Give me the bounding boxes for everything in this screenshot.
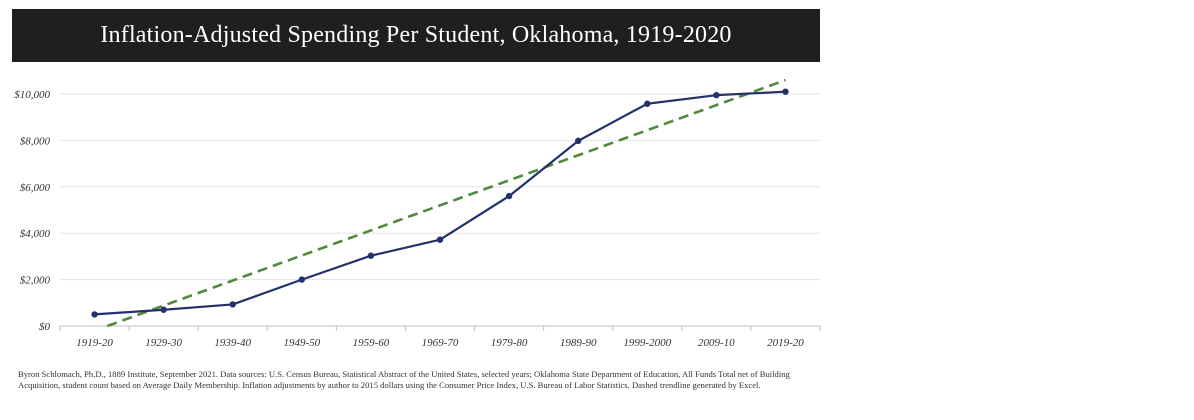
data-point xyxy=(644,100,651,107)
chart-title: Inflation-Adjusted Spending Per Student,… xyxy=(100,22,732,48)
y-tick-label: $8,000 xyxy=(20,135,51,147)
data-point xyxy=(436,236,444,243)
x-tick-label: 1919-20 xyxy=(76,337,113,349)
data-point xyxy=(91,311,98,318)
y-tick-label: $4,000 xyxy=(20,228,51,240)
data-point xyxy=(713,91,720,99)
data-point xyxy=(229,301,236,308)
y-tick-label: $6,000 xyxy=(20,182,51,194)
x-tick-label: 1939-40 xyxy=(214,337,251,349)
y-tick-label: $0 xyxy=(39,321,51,333)
data-point xyxy=(160,306,167,313)
x-tick-label: 2019-20 xyxy=(767,337,804,349)
x-tick-label: 1999-2000 xyxy=(623,337,671,349)
x-tick-label: 1969-70 xyxy=(422,337,459,349)
spending-series-line xyxy=(94,90,786,316)
data-point xyxy=(367,252,375,259)
x-tick-label: 1959-60 xyxy=(353,337,390,349)
y-tick-label: $10,000 xyxy=(14,89,50,101)
chart-title-bar: Inflation-Adjusted Spending Per Student,… xyxy=(12,9,820,62)
data-point xyxy=(298,276,306,283)
x-tick-label: 1949-50 xyxy=(283,337,320,349)
data-point xyxy=(505,192,513,200)
y-tick-label: $2,000 xyxy=(20,275,51,287)
data-point xyxy=(574,137,582,145)
x-tick-label: 1989-90 xyxy=(560,337,597,349)
trendline-series xyxy=(106,78,786,328)
source-note: Byron Schlomach, Ph.D., 1889 Institute, … xyxy=(18,369,790,390)
data-point xyxy=(782,88,789,95)
x-tick-label: 1979-80 xyxy=(491,337,528,349)
x-tick-label: 2009-10 xyxy=(698,337,735,349)
line-chart: $0 $2,000 $4,000 $6,000 $8,000 $10,000 1919-20… xyxy=(14,78,821,349)
x-tick-label: 1929-30 xyxy=(145,337,182,349)
